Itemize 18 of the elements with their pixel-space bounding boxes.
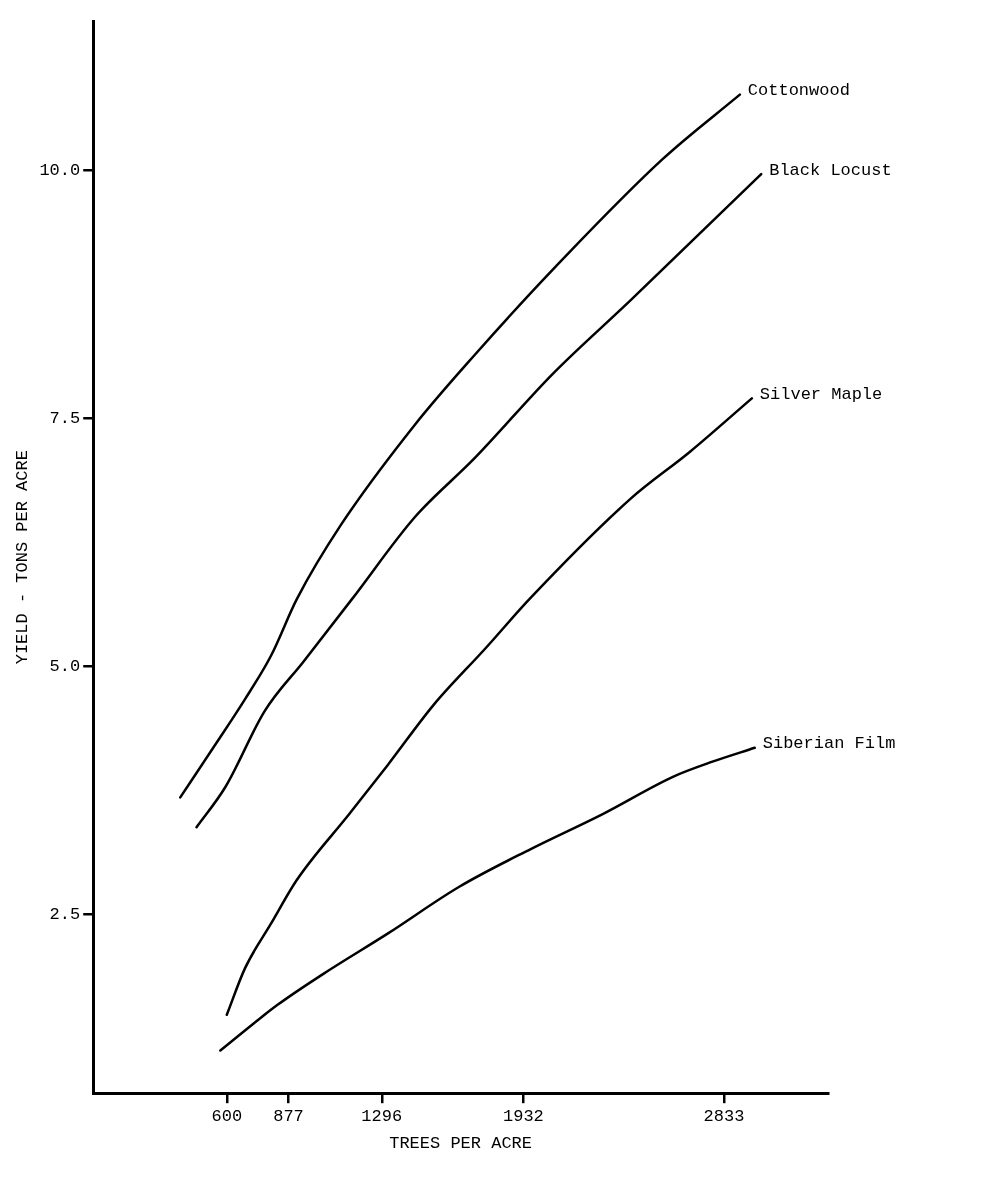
- series-label: Black Locust: [769, 160, 892, 180]
- line-series: [219, 746, 756, 1052]
- x-tick-label: 2833: [703, 1106, 745, 1126]
- y-tick-label: 10.0: [39, 160, 81, 180]
- y-axis-title: YIELD - TONS PER ACRE: [12, 450, 32, 665]
- series-label: Cottonwood: [747, 81, 850, 101]
- x-tick-label: 877: [273, 1106, 304, 1126]
- x-axis-title: TREES PER ACRE: [389, 1134, 533, 1154]
- y-tick-label: 2.5: [49, 905, 81, 925]
- x-tick-label: 600: [211, 1106, 243, 1126]
- x-tick-label: 1932: [502, 1106, 544, 1126]
- y-tick-label: 5.0: [49, 656, 81, 676]
- line-series: [179, 93, 742, 799]
- series-label: Silver Maple: [759, 384, 883, 404]
- y-tick-label: 7.5: [49, 408, 81, 428]
- x-tick-label: 1296: [361, 1106, 403, 1126]
- series-label: Siberian Film: [762, 734, 896, 754]
- line-series: [225, 397, 754, 1017]
